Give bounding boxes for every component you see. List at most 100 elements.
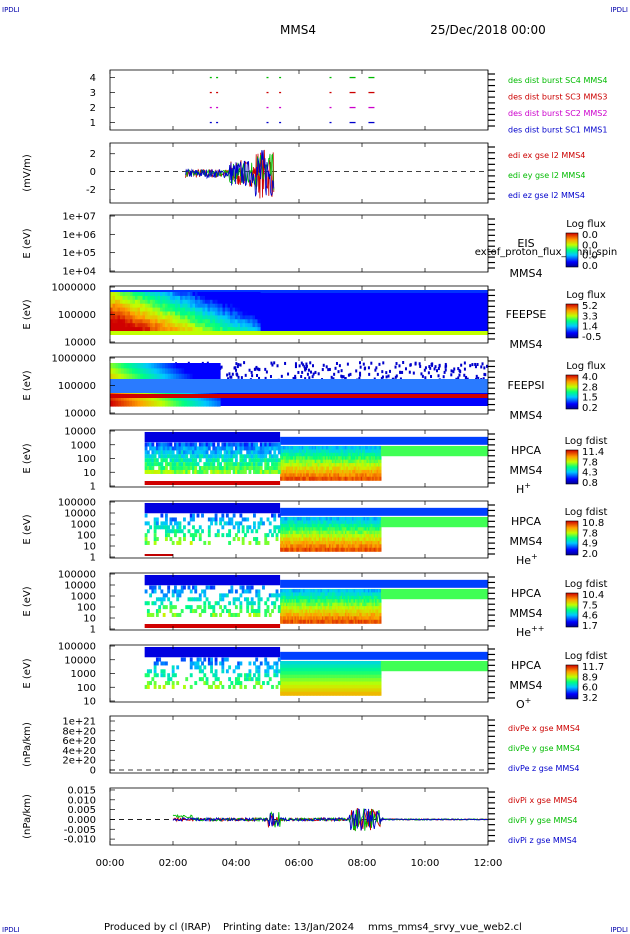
y-axis-label: E (eV) <box>22 586 33 616</box>
legend-entry: divPe z gse MMS4 <box>508 764 579 773</box>
y-tick-label: 1000000 <box>51 354 96 365</box>
y-axis-label: E (eV) <box>22 370 33 400</box>
colorbar-tick: 0.2 <box>582 403 598 414</box>
spacecraft-label: MMS4 <box>510 409 543 422</box>
y-tick-label: 100000 <box>58 498 96 509</box>
panel-hpca_h: 10000 1000 100 10 1 E (eV) HPCA MMS4 H+ Log fdist… <box>22 427 607 497</box>
burst-mark <box>266 76 269 79</box>
x-tick-label: 08:00 <box>348 858 377 869</box>
legend-entry: divPi z gse MMS4 <box>508 836 577 845</box>
y-tick-label: 10000 <box>64 409 96 420</box>
burst-mark <box>216 76 219 79</box>
y-tick-label: 100000 <box>58 642 96 653</box>
y-tick-label: 10 <box>83 468 96 479</box>
y-tick-label: 10000 <box>64 581 96 592</box>
burst-mark <box>209 91 212 94</box>
y-axis-label: (nPa/km) <box>22 794 33 839</box>
y-tick-label: 1e+06 <box>62 230 96 241</box>
colorbar-tick: 4.3 <box>582 468 598 479</box>
y-tick-label: 1 <box>90 118 96 129</box>
y-tick-label: 2e+20 <box>62 756 96 767</box>
colorbar-tick: 4.6 <box>582 611 598 622</box>
panel-frame <box>109 142 489 204</box>
legend-entry: divPe x gse MMS4 <box>508 724 580 733</box>
y-tick-label: 1 <box>90 482 96 493</box>
y-tick-label: 0.010 <box>67 795 96 806</box>
legend-entry: edi ez gse l2 MMS4 <box>508 191 585 200</box>
colorbar <box>565 592 579 628</box>
colorbar-tick: 1.4 <box>582 322 598 333</box>
instrument-label: FEEPSI <box>507 379 544 392</box>
y-tick-label: 1000 <box>71 440 96 451</box>
colorbar-tick: 0.0 <box>582 261 598 272</box>
corner-label-top-right: IPDLI <box>610 6 628 14</box>
corner-label-top-left: IPDLI <box>2 6 20 14</box>
panel-frame <box>109 715 489 774</box>
colorbar-title: Log flux <box>566 361 606 372</box>
x-tick-label: 12:00 <box>474 858 503 869</box>
colorbar-tick: 4.9 <box>582 539 598 550</box>
spacecraft-title: MMS4 <box>280 23 316 37</box>
burst-mark <box>349 76 356 79</box>
burst-mark <box>368 91 375 94</box>
legend-entry: des dist burst SC1 MMS1 <box>508 126 607 135</box>
y-tick-label: 1000 <box>71 669 96 680</box>
burst-mark <box>329 76 332 79</box>
colorbar-tick: 3.2 <box>582 693 598 704</box>
y-tick-label: 1000000 <box>51 283 96 294</box>
colorbar <box>565 449 579 485</box>
burst-mark <box>266 121 269 124</box>
colorbar-title: Log flux <box>566 290 606 301</box>
colorbar-tick: 7.8 <box>582 528 598 539</box>
colorbar-title: Log fdist <box>565 436 608 447</box>
panel-frame <box>109 214 489 273</box>
y-tick-label: 2 <box>90 103 96 114</box>
burst-mark <box>279 106 282 109</box>
colorbar-tick: 0.8 <box>582 478 598 489</box>
burst-mark <box>216 106 219 109</box>
legend-entry: divPe y gse MMS4 <box>508 744 580 753</box>
panel-hpca_o: 100000 10000 1000 100 10 E (eV) HPCA MMS4 O+ Log … <box>22 642 607 712</box>
legend-entry: divPi x gse MMS4 <box>508 796 577 805</box>
colorbar-tick: 5.2 <box>582 301 598 312</box>
legend-entry: edi ey gse l2 MMS4 <box>508 171 586 180</box>
y-tick-label: -2 <box>86 185 96 196</box>
y-tick-label: 1 <box>90 553 96 564</box>
colorbar-title: Log fdist <box>565 651 608 662</box>
species-label: He++ <box>516 624 544 639</box>
y-tick-label: 1000 <box>71 520 96 531</box>
legend-entry: des dist burst SC3 MMS3 <box>508 93 607 102</box>
y-axis-label: (mV/m) <box>22 154 33 192</box>
burst-mark <box>266 91 269 94</box>
y-tick-label: 1000 <box>71 592 96 603</box>
colorbar <box>565 664 579 700</box>
y-axis-label: (nPa/km) <box>22 722 33 767</box>
x-tick-label: 04:00 <box>222 858 251 869</box>
spacecraft-label: MMS4 <box>510 267 543 280</box>
burst-mark <box>216 91 219 94</box>
y-tick-label: 100000 <box>58 381 96 392</box>
corner-label-bottom-right: IPDLI <box>610 926 628 934</box>
y-tick-label: -0.005 <box>64 825 96 836</box>
colorbar-tick: 11.7 <box>582 662 604 673</box>
colorbar <box>565 374 579 410</box>
y-tick-label: 4 <box>90 73 96 84</box>
y-tick-label: 2 <box>90 149 96 160</box>
corner-label-bottom-left: IPDLI <box>2 926 20 934</box>
colorbar-tick: 2.8 <box>582 382 598 393</box>
y-tick-label: 1e+21 <box>62 717 96 728</box>
colorbar-tick: 0.0 <box>582 240 598 251</box>
burst-mark <box>279 76 282 79</box>
y-tick-label: 10000 <box>64 655 96 666</box>
panel-eis: extof_proton_flux_omni_spin 1e+07 1e+06 1e+… <box>22 212 617 281</box>
y-tick-label: -0.010 <box>64 835 96 846</box>
y-axis-label: E (eV) <box>22 514 33 544</box>
burst-mark <box>368 121 375 124</box>
species-label: H+ <box>516 481 531 496</box>
colorbar-tick: 3.3 <box>582 311 598 322</box>
legend-entry: divPi y gse MMS4 <box>508 816 577 825</box>
colorbar-tick: 1.7 <box>582 621 598 632</box>
